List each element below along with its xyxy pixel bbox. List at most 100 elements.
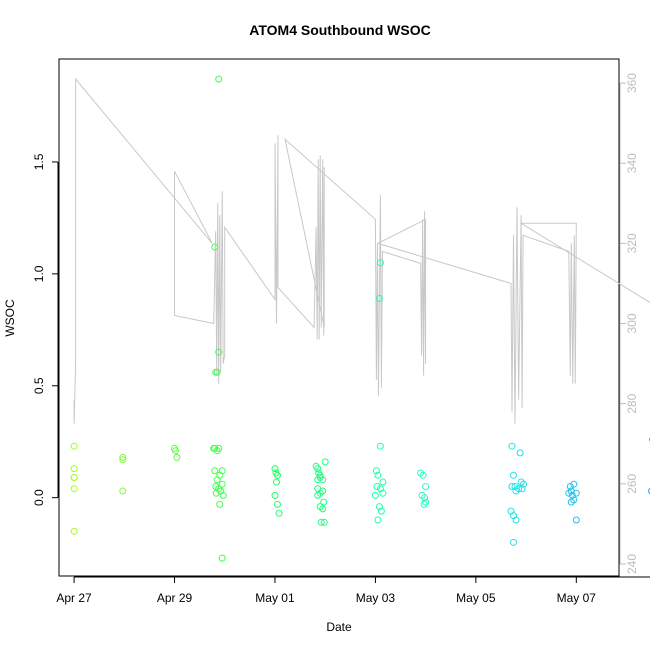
data-point [572,516,580,524]
data-point [211,243,219,251]
track-line [73,77,650,424]
chart-title: ATOM4 Southbound WSOC [249,22,430,38]
y-axis: 0.0 0.5 1.0 1.5 [32,153,59,506]
data-point [70,465,78,473]
data-point [218,467,226,475]
data-point [567,498,575,506]
data-point [212,489,220,497]
data-point [376,259,384,267]
data-point [375,503,383,511]
data-point [374,516,382,524]
x-tick-label: Apr 29 [157,591,193,605]
data-point [172,447,179,455]
plot-frame [58,58,620,577]
data-point [218,480,226,488]
data-points-layer [70,75,650,562]
y2-axis: 240 260 280 300 320 340 360 [619,73,639,574]
x-axis-label: Date [326,620,352,634]
data-point [512,516,520,524]
y2-tick-label: 260 [625,473,639,493]
x-tick-label: Apr 27 [56,591,92,605]
y2-tick-label: 340 [625,153,639,173]
data-point [508,483,516,490]
data-point [511,483,519,490]
data-point [510,471,517,479]
data-point [317,518,325,526]
data-point [215,348,223,356]
data-point [321,458,329,466]
x-tick-label: May 03 [356,591,396,605]
data-point [119,456,127,464]
x-tick-label: May 07 [557,591,597,605]
data-point [273,478,280,486]
data-point [314,465,322,473]
data-point [119,487,127,495]
data-point [518,485,526,493]
y-tick-label: 1.0 [32,265,46,282]
data-point [70,442,78,450]
data-point [215,444,223,452]
data-point [508,442,516,450]
data-point [419,471,427,479]
data-point [422,483,430,490]
data-point [566,483,574,490]
y-tick-label: 1.5 [32,153,46,170]
y2-tick-label: 320 [625,233,639,253]
data-point [374,471,382,479]
data-point [520,480,528,488]
data-point [372,467,380,475]
y2-tick-label: 360 [625,73,639,93]
data-point [319,487,327,495]
y-axis-label: WSOC [3,299,17,337]
data-point [379,478,387,486]
y-tick-label: 0.0 [32,489,46,506]
data-point [320,498,328,506]
data-point [219,491,227,499]
data-point [274,471,281,479]
data-point [218,554,226,562]
y2-tick-label: 300 [625,313,639,333]
data-point [70,485,78,493]
data-point [271,491,279,499]
data-point [568,491,576,499]
data-point [565,489,573,497]
data-point [70,474,78,481]
track-line-layer [73,77,650,424]
data-point [213,368,221,376]
data-point [215,75,223,83]
data-point [375,295,383,302]
y2-tick-label: 280 [625,393,639,413]
data-point [379,489,387,497]
data-point [274,500,281,508]
x-tick-label: May 01 [255,591,295,605]
data-point [376,442,384,450]
data-point [119,453,127,461]
data-point [319,476,327,484]
data-point [648,487,650,495]
data-point [320,518,328,526]
data-point [510,538,517,546]
data-point [173,453,181,461]
data-point [572,489,580,497]
data-point [420,500,428,508]
data-point [570,480,578,488]
y-tick-label: 0.5 [32,377,46,394]
data-point [70,527,78,535]
data-point [216,500,224,508]
y2-tick-label: 240 [625,554,639,574]
data-point [371,491,379,499]
data-point [271,465,279,473]
data-point [373,483,381,490]
x-tick-label: May 05 [456,591,496,605]
data-point [275,509,283,517]
data-point [512,487,520,495]
data-point [314,491,322,499]
data-point [421,494,429,502]
data-point [319,505,327,513]
data-point [377,507,385,515]
data-point [211,467,219,475]
data-point [516,449,524,457]
